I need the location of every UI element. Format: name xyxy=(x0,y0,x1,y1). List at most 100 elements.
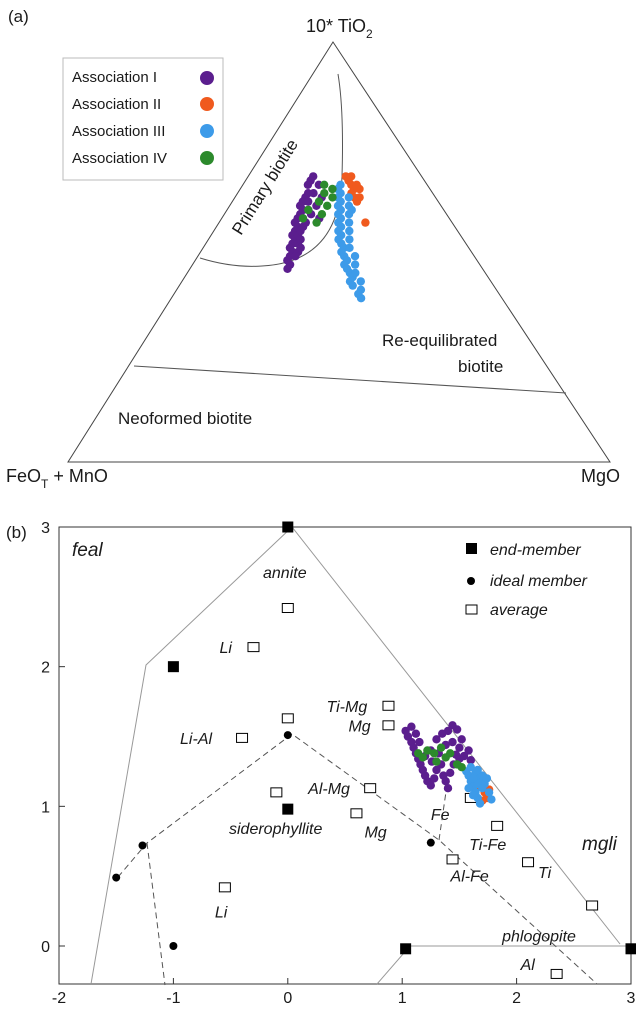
legend-b-average-symbol xyxy=(465,604,478,615)
apex-right-label: MgO xyxy=(581,466,620,486)
plot-b-point-series-3-7 xyxy=(475,799,485,808)
label-siderophyllite: siderophyllite xyxy=(229,821,322,838)
plot-b-point-series-4-5 xyxy=(436,743,446,752)
plot-b-point-series-3-17 xyxy=(482,774,492,783)
plot-b-point-series-1-13 xyxy=(432,765,441,775)
y-tick-label-4: 3 xyxy=(41,520,50,537)
end-member-marker-1 xyxy=(282,521,294,533)
y-tick-label-2: 1 xyxy=(41,799,50,816)
legend-b-ideal-member-symbol xyxy=(467,577,475,585)
ternary-point-series-4-10 xyxy=(312,218,321,227)
ideal-dashed-branch xyxy=(146,842,166,986)
average-marker-7 xyxy=(364,783,377,794)
plot-b-point-series-3-18 xyxy=(464,784,473,793)
legend-a-marker-1 xyxy=(200,71,214,85)
legend-b-end-member-label: end-member xyxy=(490,542,581,559)
y-tick-label-1: 0 xyxy=(41,939,50,956)
corner-feal-label: feal xyxy=(72,540,103,561)
ternary-point-series-4-5 xyxy=(298,214,308,223)
end-member-marker-3 xyxy=(282,803,294,815)
field-reequilibrated-label-2: biotite xyxy=(458,357,503,376)
average-marker-11 xyxy=(491,820,504,831)
plot-b-point-series-1-16 xyxy=(441,777,450,786)
ternary-point-series-3-35 xyxy=(351,268,360,278)
end-member-marker-4 xyxy=(400,943,412,955)
ideal-member-marker-3 xyxy=(138,841,147,850)
plot-b-point-series-3-20 xyxy=(473,765,482,775)
plot-b-points xyxy=(401,721,496,808)
apex-left-label: FeOT + MnO xyxy=(6,466,108,491)
ternary-point-series-1-38 xyxy=(296,243,305,252)
average-label-10: Fe xyxy=(431,807,450,824)
panel-b: (b) -2 -1 0 1 2 3 0 1 2 3 feal mgli annite sidero… xyxy=(6,520,636,1007)
plot-b-point-series-3-21 xyxy=(478,784,487,793)
ternary-points xyxy=(283,172,370,303)
ternary-point-series-3-32 xyxy=(345,243,354,252)
plot-b-point-series-1-11 xyxy=(426,781,435,790)
plot-b-point-series-4-2 xyxy=(418,753,427,762)
legend-a-label-1: Association I xyxy=(72,69,157,86)
field-neoformed-label: Neoformed biotite xyxy=(118,409,252,428)
ternary-point-series-1-37 xyxy=(283,264,292,273)
x-tick-label-4: 1 xyxy=(398,990,407,1007)
ternary-point-series-4-2 xyxy=(320,189,329,198)
average-label-4: Mg xyxy=(348,718,370,735)
legend-a-marker-2 xyxy=(200,97,214,111)
legend-b: end-member ideal member average xyxy=(465,542,588,619)
average-marker-6 xyxy=(236,732,249,743)
ternary-point-series-1-32 xyxy=(296,226,305,236)
legend-b-ideal-member-label: ideal member xyxy=(490,573,588,590)
ternary-point-series-1-33 xyxy=(296,235,305,244)
x-tick-label-2: -1 xyxy=(166,990,180,1007)
average-marker-9 xyxy=(350,808,363,819)
ternary-point-series-4-7 xyxy=(323,201,332,210)
plot-b-point-series-3-8 xyxy=(466,763,475,772)
legend-a-marker-4 xyxy=(200,151,214,165)
plot-b-frame xyxy=(58,526,632,985)
legend-a-label-3: Association III xyxy=(72,123,165,140)
legend-a-label-4: Association IV xyxy=(72,150,167,167)
plot-b-point-series-4-10 xyxy=(441,753,450,762)
ternary-point-series-3-30 xyxy=(345,226,354,236)
ternary-point-series-4-4 xyxy=(304,205,313,215)
plot-b-point-series-1-22 xyxy=(457,735,466,744)
plot-b-point-series-4-8 xyxy=(457,763,466,772)
apex-top-label: 10* TiO2 xyxy=(306,16,373,41)
average-label-13: Ti xyxy=(538,865,552,882)
plot-b-point-series-1-26 xyxy=(438,729,447,738)
average-label-12: Al-Fe xyxy=(450,868,489,885)
ideal-member-marker-2 xyxy=(112,873,121,882)
plot-b-point-series-1-24 xyxy=(448,721,457,730)
plot-b-point-series-3-14 xyxy=(468,791,478,800)
plot-b-point-series-4-9 xyxy=(432,757,441,766)
average-marker-14 xyxy=(218,882,231,893)
plot-b-markers: Li Ti-Mg Mg Li-Al Al-Mg Mg Fe Ti-Fe Al-Fe Ti Li phl… xyxy=(112,521,636,979)
average-marker-2 xyxy=(247,642,260,653)
plot-b-point-series-4-4 xyxy=(430,749,439,758)
x-tick-label-1: -2 xyxy=(52,990,66,1007)
plot-b-point-series-1-18 xyxy=(446,768,455,777)
average-label-6: Li-Al xyxy=(180,731,212,748)
field-reequilibrated-label: Re-equilibrated xyxy=(382,331,497,350)
legend-a: Association I Association II Association… xyxy=(62,57,224,181)
ideal-member-marker-1 xyxy=(283,731,292,740)
plot-b-point-series-1-27 xyxy=(432,735,441,744)
plot-b-axes: -2 -1 0 1 2 3 0 1 2 3 xyxy=(41,520,635,1007)
panel-b-label: (b) xyxy=(6,523,27,542)
primary-boundary-curve xyxy=(199,73,343,267)
average-label-11: Ti-Fe xyxy=(469,837,506,854)
ternary-point-series-3-25 xyxy=(348,281,357,290)
plot-b-point-series-3-19 xyxy=(468,774,478,783)
end-member-marker-2 xyxy=(167,661,179,673)
x-tick-label-5: 2 xyxy=(512,990,521,1007)
ternary-point-series-1-39 xyxy=(291,252,300,261)
legend-a-marker-3 xyxy=(200,124,214,138)
ternary-point-series-1-21 xyxy=(304,197,313,206)
average-label-7: Al-Mg xyxy=(307,781,350,798)
ternary-point-series-3-34 xyxy=(350,260,360,269)
average-marker-8 xyxy=(270,787,283,798)
ternary-point-series-4-3 xyxy=(314,197,324,206)
ternary-point-series-2-10 xyxy=(361,218,370,227)
plot-b-point-series-3-12 xyxy=(484,788,494,797)
plot-b-point-series-1-36 xyxy=(448,737,457,747)
